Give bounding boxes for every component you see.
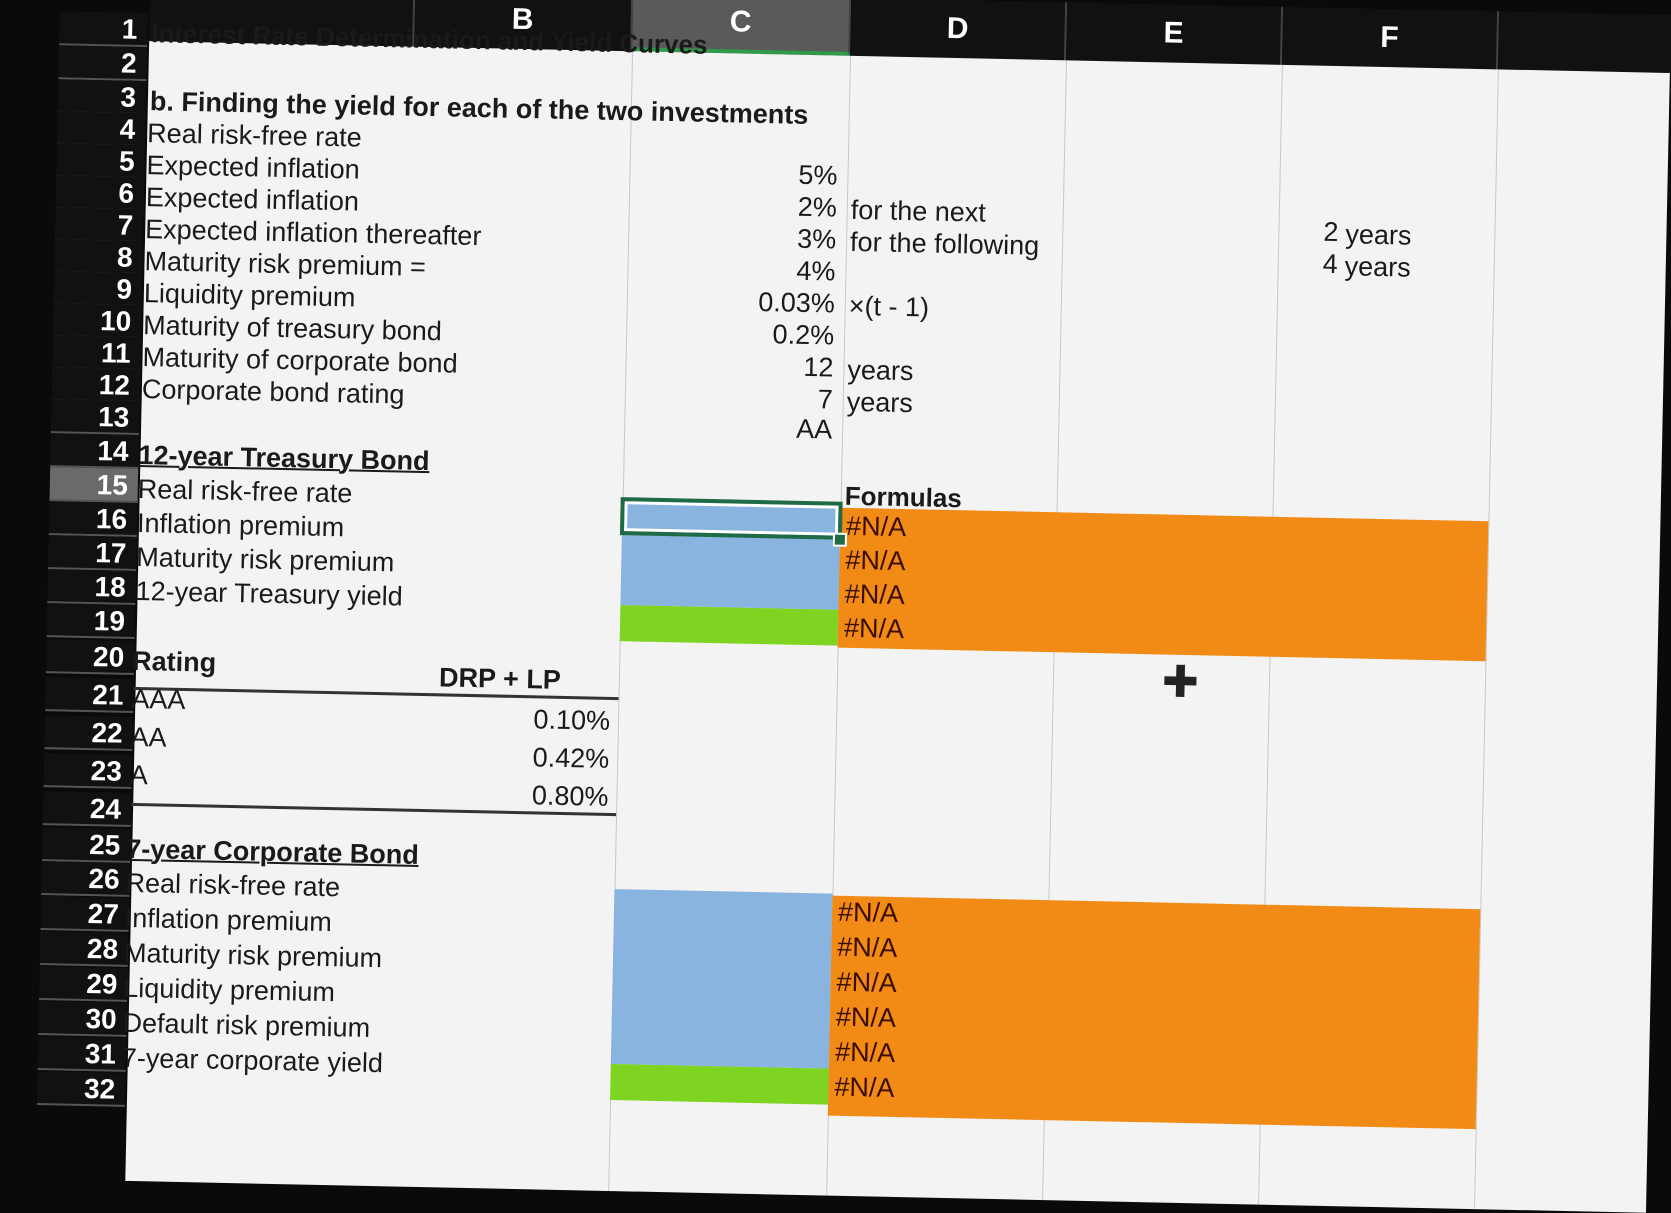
row-header[interactable]: 10 xyxy=(52,303,142,340)
row-header[interactable]: 19 xyxy=(46,603,136,639)
row-header[interactable]: 13 xyxy=(50,399,140,436)
corporate-yield-cell[interactable] xyxy=(610,1064,829,1105)
label-real-risk-free-rate[interactable]: Real risk-free rate xyxy=(137,473,353,509)
column-header-g[interactable] xyxy=(1497,11,1671,74)
note-mrp-formula[interactable]: ×(t - 1) xyxy=(848,290,930,323)
value-corporate-rating[interactable]: AA xyxy=(795,413,833,445)
unit-years[interactable]: years xyxy=(846,386,914,419)
formula-result[interactable]: #N/A xyxy=(837,896,899,929)
row-header[interactable]: 15 xyxy=(49,467,139,503)
treasury-yield-cell[interactable] xyxy=(619,605,839,646)
row-header[interactable]: 12 xyxy=(51,367,141,404)
row-header[interactable]: 14 xyxy=(50,433,139,469)
formula-result[interactable]: #N/A xyxy=(845,510,907,543)
row-header[interactable]: 23 xyxy=(43,753,133,789)
row-header[interactable]: 7 xyxy=(54,207,144,244)
row-header[interactable]: 25 xyxy=(41,827,131,863)
label-corporate-rating[interactable]: Corporate bond rating xyxy=(141,374,405,410)
label-corporate-yield[interactable]: 7-year corporate yield xyxy=(121,1042,384,1079)
value-years-following[interactable]: 4 xyxy=(1322,248,1339,280)
drp-lp-aa[interactable]: 0.42% xyxy=(532,742,610,774)
column-header-e[interactable]: E xyxy=(1065,2,1284,65)
row-header[interactable]: 20 xyxy=(45,639,135,675)
column-header-f[interactable]: F xyxy=(1281,6,1500,70)
unit-years[interactable]: years xyxy=(1345,219,1412,251)
label-default-risk-premium[interactable]: Default risk premium xyxy=(122,1007,371,1043)
unit-years[interactable]: years xyxy=(847,354,914,387)
row-header[interactable]: 2 xyxy=(58,45,148,82)
formula-result[interactable]: #N/A xyxy=(834,1036,896,1068)
active-cell-selection[interactable] xyxy=(619,497,843,540)
row-header[interactable]: 9 xyxy=(53,271,143,308)
note-for-the-next[interactable]: for the next xyxy=(850,194,987,228)
formula-result[interactable]: #N/A xyxy=(844,578,906,611)
row-header[interactable]: 24 xyxy=(42,791,132,827)
corporate-formula-block xyxy=(827,895,1481,1130)
label-inflation-premium[interactable]: Inflation premium xyxy=(124,902,333,938)
formula-result[interactable]: #N/A xyxy=(843,612,905,645)
row-header[interactable]: 28 xyxy=(39,931,129,967)
formula-result[interactable]: #N/A xyxy=(837,931,898,963)
rating-column-header[interactable]: Rating xyxy=(131,645,217,678)
drp-lp-a[interactable]: 0.80% xyxy=(531,780,609,812)
row-header[interactable]: 16 xyxy=(48,501,138,537)
row-header[interactable]: 22 xyxy=(44,715,134,751)
rating-aa[interactable]: AA xyxy=(130,721,167,753)
row-header[interactable]: 1 xyxy=(59,11,148,48)
value-years-next[interactable]: 2 xyxy=(1323,216,1339,248)
label-maturity-risk-premium[interactable]: Maturity risk premium xyxy=(123,937,383,974)
label-real-risk-free-rate[interactable]: Real risk-free rate xyxy=(125,867,341,903)
drp-lp-column-header[interactable]: DRP + LP xyxy=(438,662,562,695)
row-header[interactable]: 4 xyxy=(56,111,146,148)
row-header[interactable]: 27 xyxy=(40,896,130,932)
row-header[interactable]: 11 xyxy=(52,335,141,372)
label-maturity-risk-premium[interactable]: Maturity risk premium xyxy=(136,541,395,578)
row-header[interactable]: 29 xyxy=(39,966,128,1002)
row-header[interactable]: 26 xyxy=(41,861,130,897)
row-header[interactable]: 8 xyxy=(54,239,143,276)
drp-lp-aaa[interactable]: 0.10% xyxy=(533,704,611,736)
column-header-d[interactable]: D xyxy=(850,0,1068,61)
note-for-the-following[interactable]: for the following xyxy=(849,226,1040,261)
row-header[interactable]: 31 xyxy=(37,1036,127,1072)
row-header[interactable]: 18 xyxy=(47,569,137,605)
row-header[interactable]: 21 xyxy=(45,677,134,713)
corporate-input-cells[interactable] xyxy=(610,889,833,1069)
formula-result[interactable]: #N/A xyxy=(835,1001,897,1033)
rating-a[interactable]: A xyxy=(129,759,149,791)
row-header[interactable]: 6 xyxy=(55,175,145,212)
row-header[interactable]: 30 xyxy=(38,1001,128,1037)
row-header[interactable]: 5 xyxy=(56,143,145,180)
row-header[interactable]: 32 xyxy=(36,1071,126,1107)
row-header[interactable]: 3 xyxy=(57,79,147,116)
label-inflation-premium[interactable]: Inflation premium xyxy=(136,507,345,543)
treasury-formula-block xyxy=(837,507,1489,662)
label-liquidity-premium[interactable]: Liquidity premium xyxy=(123,972,336,1008)
formula-result[interactable]: #N/A xyxy=(845,544,906,577)
formula-result[interactable]: #N/A xyxy=(836,966,897,998)
rating-aaa[interactable]: AAA xyxy=(131,683,186,716)
unit-years[interactable]: years xyxy=(1344,251,1412,283)
label-treasury-yield[interactable]: 12-year Treasury yield xyxy=(135,575,404,612)
plus-cross-cursor-icon: ✚ xyxy=(1161,657,1200,708)
formula-result[interactable]: #N/A xyxy=(834,1071,895,1103)
row-header[interactable]: 17 xyxy=(48,535,137,571)
